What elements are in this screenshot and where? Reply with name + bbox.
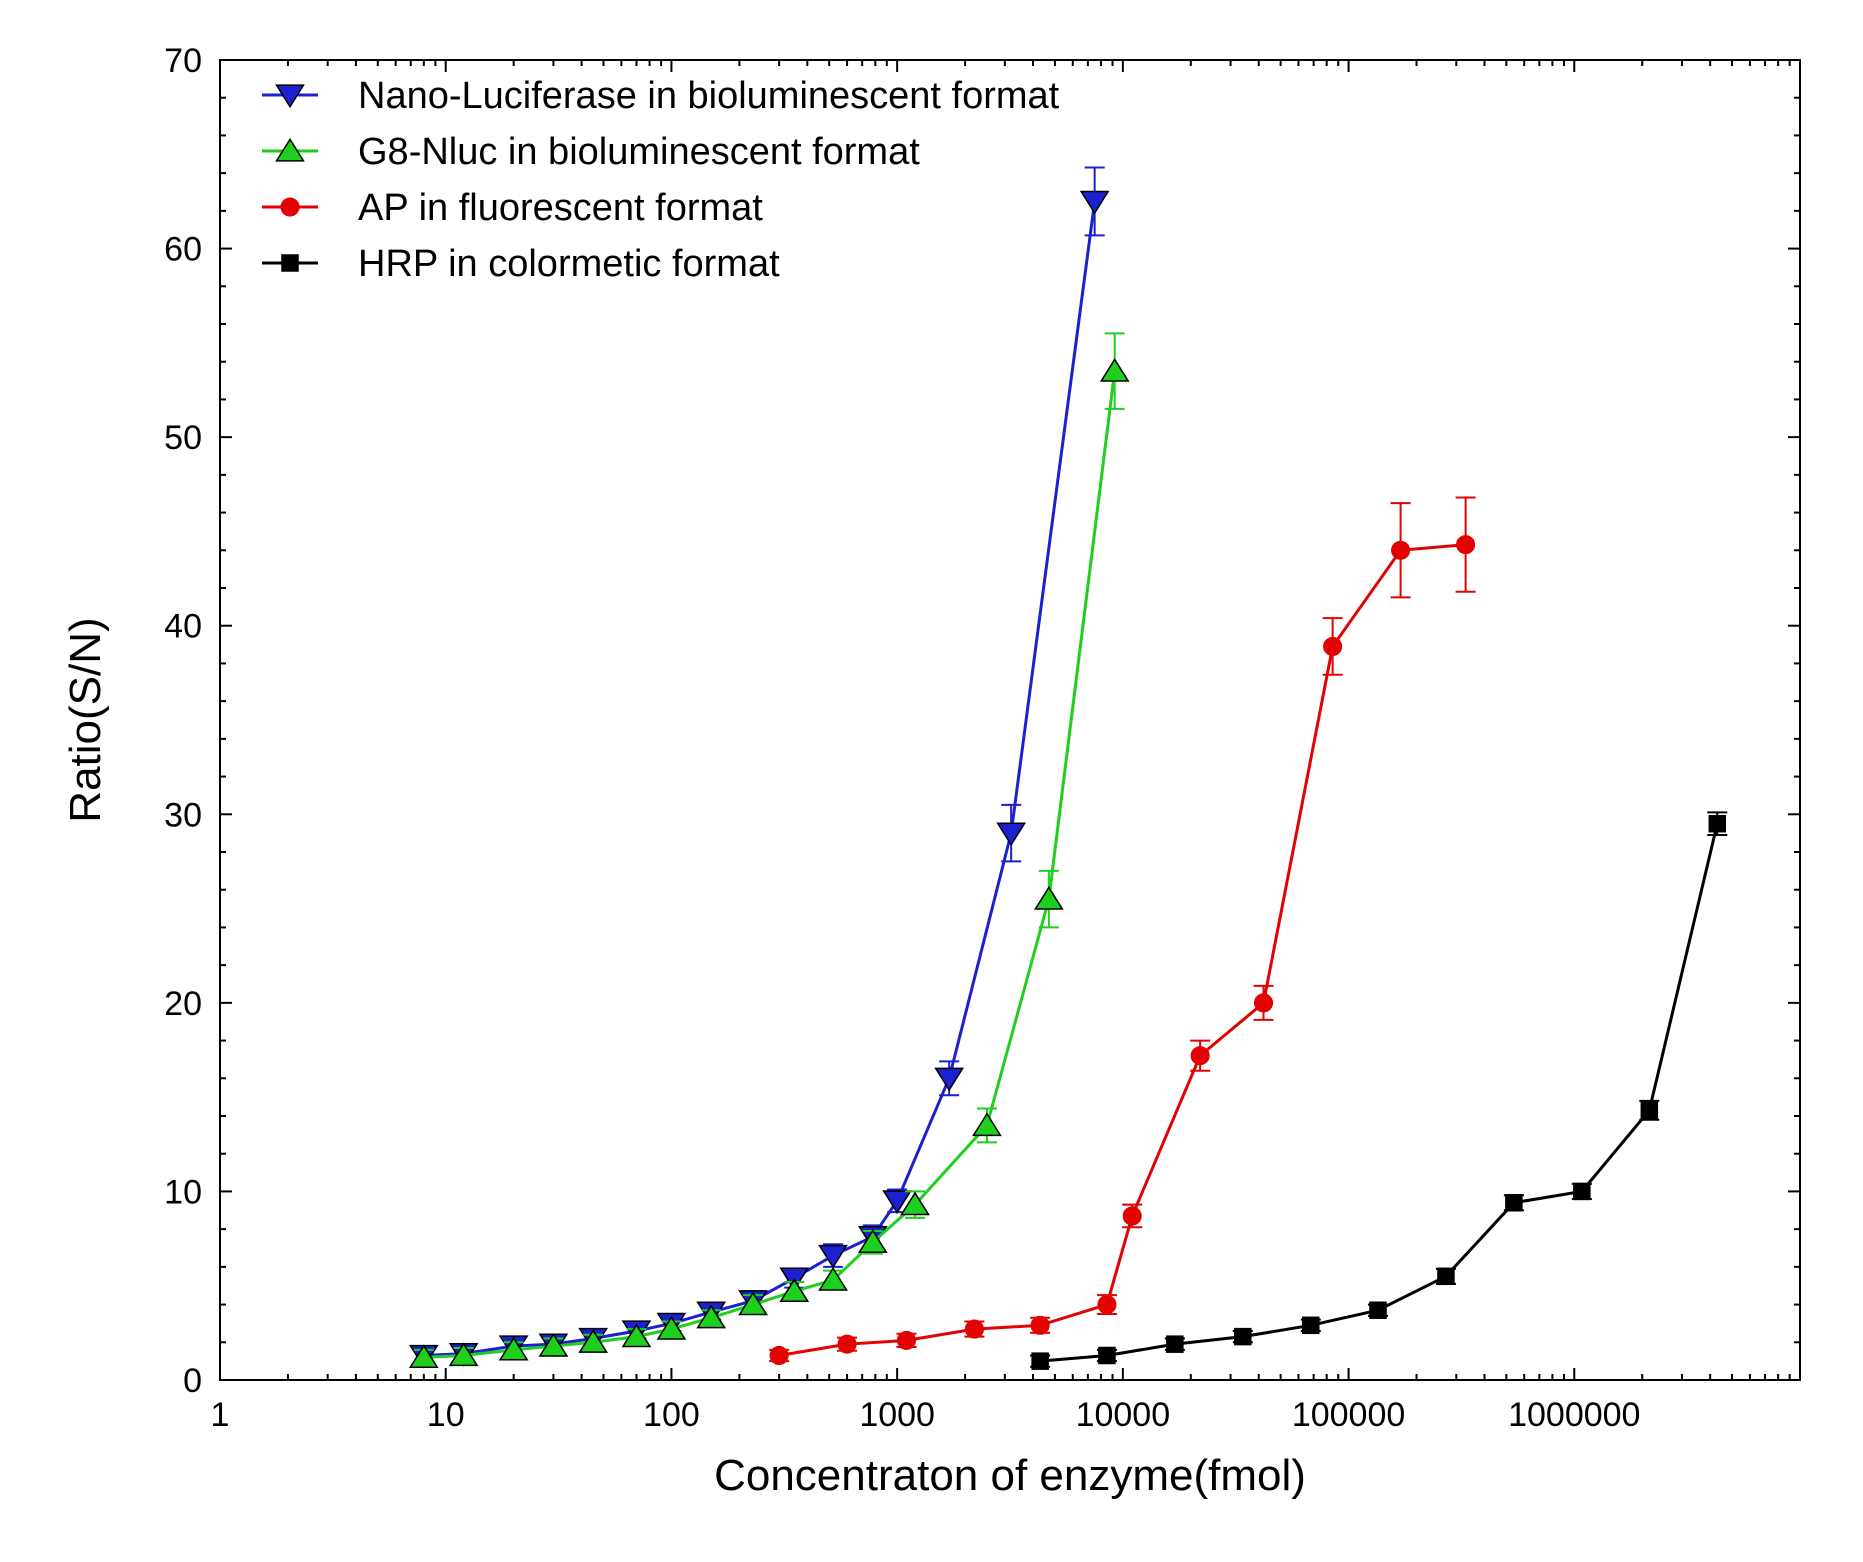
y-tick-label: 10 — [164, 1173, 202, 1211]
legend-label: Nano-Luciferase in bioluminescent format — [358, 75, 1060, 117]
y-tick-label: 50 — [164, 419, 202, 457]
x-tick-label: 100 — [643, 1396, 700, 1434]
chart-container: 1 10 100 1000 10000 100000 1000000 0 10 20 30 40 50 6… — [0, 0, 1863, 1562]
y-tick-label: 0 — [183, 1362, 202, 1400]
x-tick-label: 100000 — [1292, 1396, 1405, 1434]
y-tick-label: 60 — [164, 231, 202, 269]
x-tick-label: 10 — [427, 1396, 465, 1434]
y-tick-label: 30 — [164, 796, 202, 834]
x-tick-label: 1 — [211, 1396, 230, 1434]
legend-label: AP in fluorescent format — [358, 187, 763, 229]
y-axis-title: Ratio(S/N) — [61, 617, 110, 822]
x-axis-title: Concentraton of enzyme(fmol) — [714, 1451, 1306, 1500]
y-tick-label: 70 — [164, 42, 202, 80]
y-tick-label: 20 — [164, 985, 202, 1023]
legend-label: G8-Nluc in bioluminescent format — [358, 131, 920, 173]
chart-svg: 1 10 100 1000 10000 100000 1000000 0 10 20 30 40 50 6… — [0, 0, 1863, 1562]
legend-item-g8nluc: G8-Nluc in bioluminescent format — [262, 131, 920, 173]
x-tick-label: 1000000 — [1508, 1396, 1640, 1434]
legend-label: HRP in colormetic format — [358, 243, 780, 285]
x-tick-label: 10000 — [1076, 1396, 1171, 1434]
x-tick-label: 1000 — [859, 1396, 935, 1434]
legend-item-nluc: Nano-Luciferase in bioluminescent format — [262, 75, 1060, 117]
y-tick-label: 40 — [164, 608, 202, 646]
